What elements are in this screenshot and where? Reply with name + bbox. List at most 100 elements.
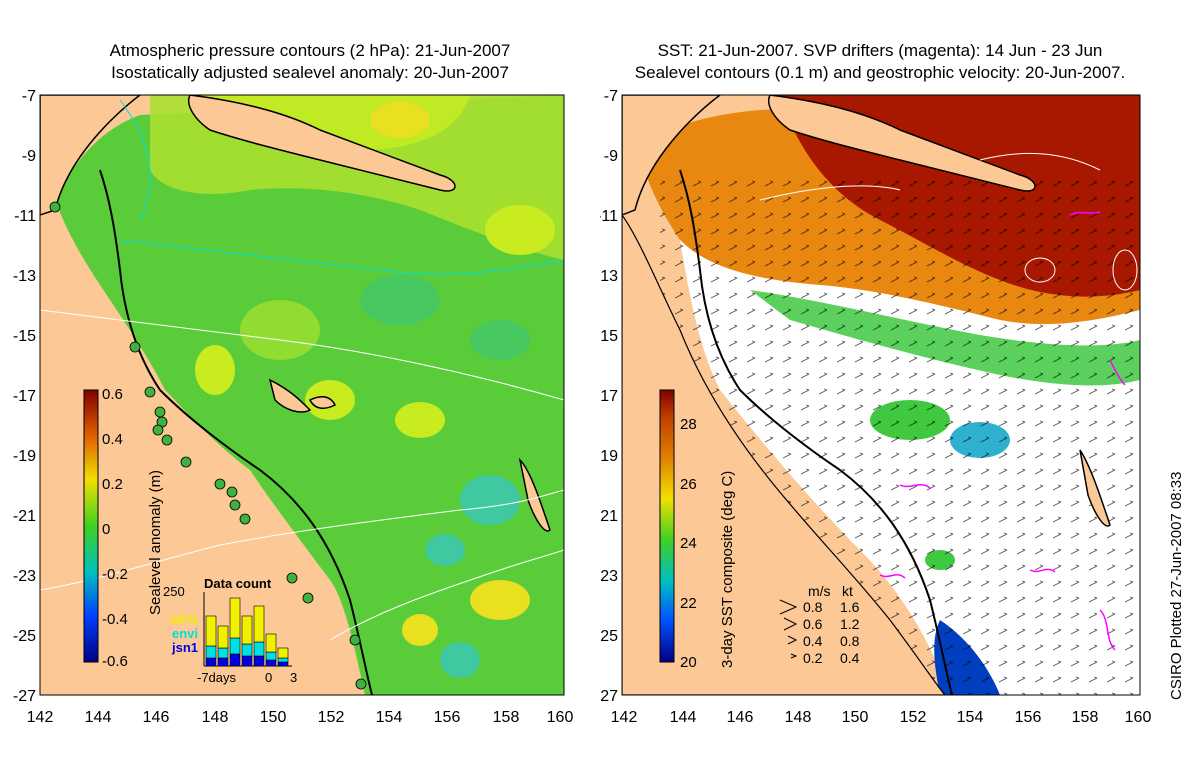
data-count-bar — [265, 651, 277, 661]
left-x-tick: 156 — [434, 709, 461, 726]
right-panel-title: SST: 21-Jun-2007. SVP drifters (magenta)… — [600, 40, 1160, 84]
right-y-tick: -17 — [600, 388, 618, 405]
left-cb-tick: 0.6 — [102, 386, 123, 403]
right-colorbar — [659, 389, 675, 663]
left-cb-tick: -0.6 — [102, 653, 128, 670]
right-x-axis: 142 144 146 148 150 152 154 156 158 160 — [611, 709, 1152, 726]
left-x-tick: 158 — [493, 709, 520, 726]
right-y-tick: -15 — [600, 328, 618, 345]
right-cb-tick: 22 — [680, 595, 697, 612]
right-cb-tick: 20 — [680, 654, 697, 671]
data-count-bar — [277, 661, 289, 667]
right-x-tick: 160 — [1125, 709, 1152, 726]
left-colorbar-ticks: 0.6 0.4 0.2 0 -0.2 -0.4 -0.6 — [102, 386, 128, 670]
credit-text: CSIRO Plotted 27-Jun-2007 08:33 — [1168, 471, 1185, 700]
right-y-tick: -9 — [604, 148, 618, 165]
left-x-tick: 160 — [547, 709, 574, 726]
data-count-bar — [253, 655, 265, 667]
data-count-bar — [265, 633, 277, 653]
right-y-tick: -11 — [600, 208, 618, 225]
velocity-legend: m/s kt 0.8 1.6 0.6 1.2 0.4 0.8 0.2 0.4 — [779, 583, 860, 666]
right-y-tick: -7 — [604, 88, 618, 105]
right-y-axis: -7 -9 -11 -13 -15 -17 -19 -21 -23 -25 -2… — [600, 88, 618, 705]
left-map: -7 -9 -11 -13 -15 -17 -19 -21 -23 -25 -2… — [13, 88, 574, 726]
left-cb-tick: 0.4 — [102, 431, 123, 448]
data-count-title: Data count — [204, 576, 272, 591]
velocity-kt: 0.4 — [840, 650, 860, 666]
left-cb-tick: -0.2 — [102, 566, 128, 583]
left-y-tick: -7 — [22, 88, 36, 105]
left-x-tick: 150 — [260, 709, 287, 726]
left-x-axis: 142 144 146 148 150 152 154 156 158 160 — [27, 709, 574, 726]
data-count-bar — [253, 641, 265, 657]
right-title-line2: Sealevel contours (0.1 m) and geostrophi… — [634, 63, 1126, 82]
right-x-tick: 148 — [785, 709, 812, 726]
data-count-bar — [217, 647, 229, 659]
left-y-tick: -15 — [13, 328, 36, 345]
legend-envi: envi — [172, 626, 198, 641]
data-count-bar — [253, 605, 265, 643]
data-count-inset: Data count 250 GFO envi jsn1 -7days 0 3 — [163, 576, 297, 685]
data-count-xlabel: 3 — [290, 670, 297, 685]
right-cb-tick: 26 — [680, 476, 697, 493]
left-y-tick: -11 — [14, 208, 36, 225]
right-map: -7 -9 -11 -13 -15 -17 -19 -21 -23 -25 -2… — [600, 88, 1152, 726]
velocity-kt: 0.8 — [840, 633, 860, 649]
left-cb-tick: 0.2 — [102, 476, 123, 493]
right-y-tick: -13 — [600, 268, 618, 285]
left-cb-tick: -0.4 — [102, 611, 128, 628]
data-count-bar — [241, 655, 253, 667]
left-title-line1: Atmospheric pressure contours (2 hPa): 2… — [109, 41, 511, 60]
left-map-field — [40, 95, 564, 695]
right-x-tick: 156 — [1015, 709, 1042, 726]
velocity-ms: 0.6 — [803, 616, 823, 632]
left-x-tick: 144 — [85, 709, 112, 726]
data-count-bar — [229, 637, 241, 655]
right-colorbar-ticks: 28 26 24 22 20 — [680, 416, 697, 671]
left-cb-tick: 0 — [102, 521, 110, 538]
left-y-tick: -25 — [13, 628, 36, 645]
data-count-bar — [265, 659, 277, 667]
left-y-tick: -9 — [22, 148, 36, 165]
data-count-bar — [277, 657, 289, 663]
right-y-tick: -19 — [600, 448, 618, 465]
data-count-bar — [277, 647, 289, 659]
right-x-tick: 142 — [611, 709, 638, 726]
left-colorbar-label: Sealevel anomaly (m) — [147, 470, 164, 615]
left-x-tick: 154 — [376, 709, 403, 726]
left-panel-title: Atmospheric pressure contours (2 hPa): 2… — [40, 40, 580, 84]
right-y-tick: -27 — [600, 688, 618, 705]
right-x-tick: 150 — [842, 709, 869, 726]
data-count-bar — [241, 615, 253, 645]
right-map-field — [622, 95, 1140, 695]
left-colorbar — [83, 389, 99, 663]
velocity-header-ms: m/s — [808, 583, 831, 599]
data-count-bar — [205, 615, 217, 647]
legend-jsn1: jsn1 — [171, 640, 198, 655]
left-title-line2: Isostatically adjusted sealevel anomaly:… — [111, 63, 509, 82]
data-count-bar — [205, 657, 217, 667]
right-y-tick: -25 — [600, 628, 618, 645]
left-y-tick: -23 — [13, 568, 36, 585]
velocity-ms: 0.2 — [803, 650, 823, 666]
left-x-tick: 152 — [318, 709, 345, 726]
right-y-tick: -23 — [600, 568, 618, 585]
right-cb-tick: 24 — [680, 535, 697, 552]
left-x-tick: 148 — [202, 709, 229, 726]
data-count-bar — [229, 597, 241, 639]
left-y-tick: -17 — [13, 388, 36, 405]
velocity-kt: 1.2 — [840, 616, 860, 632]
data-count-xlabel: -7days — [197, 670, 237, 685]
data-count-bar — [241, 643, 253, 657]
right-x-tick: 158 — [1072, 709, 1099, 726]
data-count-bar — [205, 645, 217, 659]
data-count-xlabel: 0 — [265, 670, 272, 685]
left-y-tick: -27 — [13, 688, 36, 705]
data-count-bar — [217, 657, 229, 667]
velocity-header-kt: kt — [842, 583, 853, 599]
left-y-axis: -7 -9 -11 -13 -15 -17 -19 -21 -23 -25 -2… — [13, 88, 36, 705]
data-count-bar — [217, 625, 229, 649]
left-y-tick: -21 — [13, 508, 36, 525]
left-x-tick: 146 — [143, 709, 170, 726]
left-y-tick: -13 — [13, 268, 36, 285]
